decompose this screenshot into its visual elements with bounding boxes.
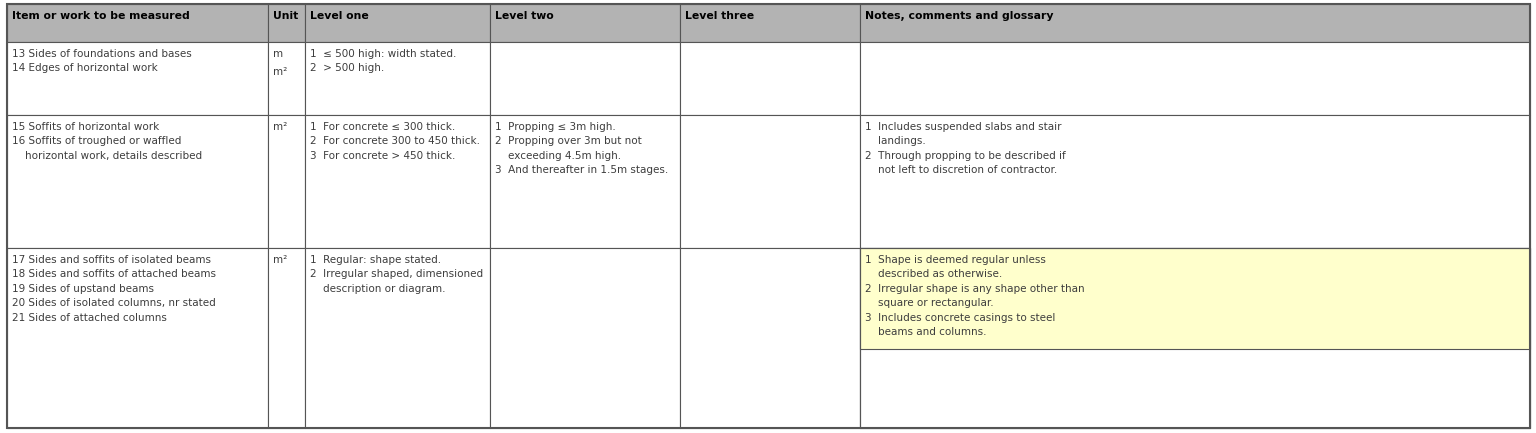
Bar bbox=[267, 115, 306, 248]
Bar bbox=[8, 248, 267, 428]
Bar bbox=[8, 4, 267, 42]
Text: 15 Soffits of horizontal work
16 Soffits of troughed or waffled
    horizontal w: 15 Soffits of horizontal work 16 Soffits… bbox=[12, 122, 203, 161]
Text: 1  ≤ 500 high: width stated.
2  > 500 high.: 1 ≤ 500 high: width stated. 2 > 500 high… bbox=[310, 49, 456, 74]
Text: 13 Sides of foundations and bases
14 Edges of horizontal work: 13 Sides of foundations and bases 14 Edg… bbox=[12, 49, 192, 74]
Bar bbox=[490, 115, 680, 248]
Bar bbox=[306, 42, 490, 115]
Text: 17 Sides and soffits of isolated beams
18 Sides and soffits of attached beams
19: 17 Sides and soffits of isolated beams 1… bbox=[12, 255, 217, 323]
Bar bbox=[860, 42, 1530, 115]
Text: Level three: Level three bbox=[685, 11, 754, 21]
Bar bbox=[267, 42, 306, 115]
Bar bbox=[267, 4, 306, 42]
Bar bbox=[306, 248, 490, 428]
Text: Level one: Level one bbox=[310, 11, 369, 21]
Bar bbox=[680, 248, 860, 428]
Text: 1  Propping ≤ 3m high.
2  Propping over 3m but not
    exceeding 4.5m high.
3  A: 1 Propping ≤ 3m high. 2 Propping over 3m… bbox=[495, 122, 668, 175]
Bar bbox=[490, 4, 680, 42]
Bar bbox=[490, 248, 680, 428]
Bar bbox=[680, 42, 860, 115]
Text: 1  Includes suspended slabs and stair
    landings.
2  Through propping to be de: 1 Includes suspended slabs and stair lan… bbox=[865, 122, 1066, 175]
Bar bbox=[680, 115, 860, 248]
Bar bbox=[8, 42, 267, 115]
Text: Notes, comments and glossary: Notes, comments and glossary bbox=[865, 11, 1054, 21]
Bar bbox=[306, 4, 490, 42]
Bar bbox=[860, 4, 1530, 42]
Bar bbox=[306, 115, 490, 248]
Bar bbox=[267, 248, 306, 428]
Text: Unit: Unit bbox=[273, 11, 298, 21]
Text: m: m bbox=[273, 49, 283, 59]
Bar bbox=[860, 248, 1530, 428]
Bar bbox=[680, 4, 860, 42]
Text: Item or work to be measured: Item or work to be measured bbox=[12, 11, 190, 21]
Bar bbox=[860, 248, 1530, 428]
Text: m²: m² bbox=[273, 67, 287, 77]
Bar bbox=[860, 248, 1530, 349]
Text: 1  For concrete ≤ 300 thick.
2  For concrete 300 to 450 thick.
3  For concrete >: 1 For concrete ≤ 300 thick. 2 For concre… bbox=[310, 122, 479, 161]
Bar bbox=[860, 115, 1530, 248]
Text: m²: m² bbox=[273, 255, 287, 265]
Text: Level two: Level two bbox=[495, 11, 554, 21]
Text: m²: m² bbox=[273, 122, 287, 132]
Bar bbox=[490, 42, 680, 115]
Text: 1  Shape is deemed regular unless
    described as otherwise.
2  Irregular shape: 1 Shape is deemed regular unless describ… bbox=[865, 255, 1084, 337]
Bar bbox=[8, 115, 267, 248]
Text: 1  Regular: shape stated.
2  Irregular shaped, dimensioned
    description or di: 1 Regular: shape stated. 2 Irregular sha… bbox=[310, 255, 484, 294]
